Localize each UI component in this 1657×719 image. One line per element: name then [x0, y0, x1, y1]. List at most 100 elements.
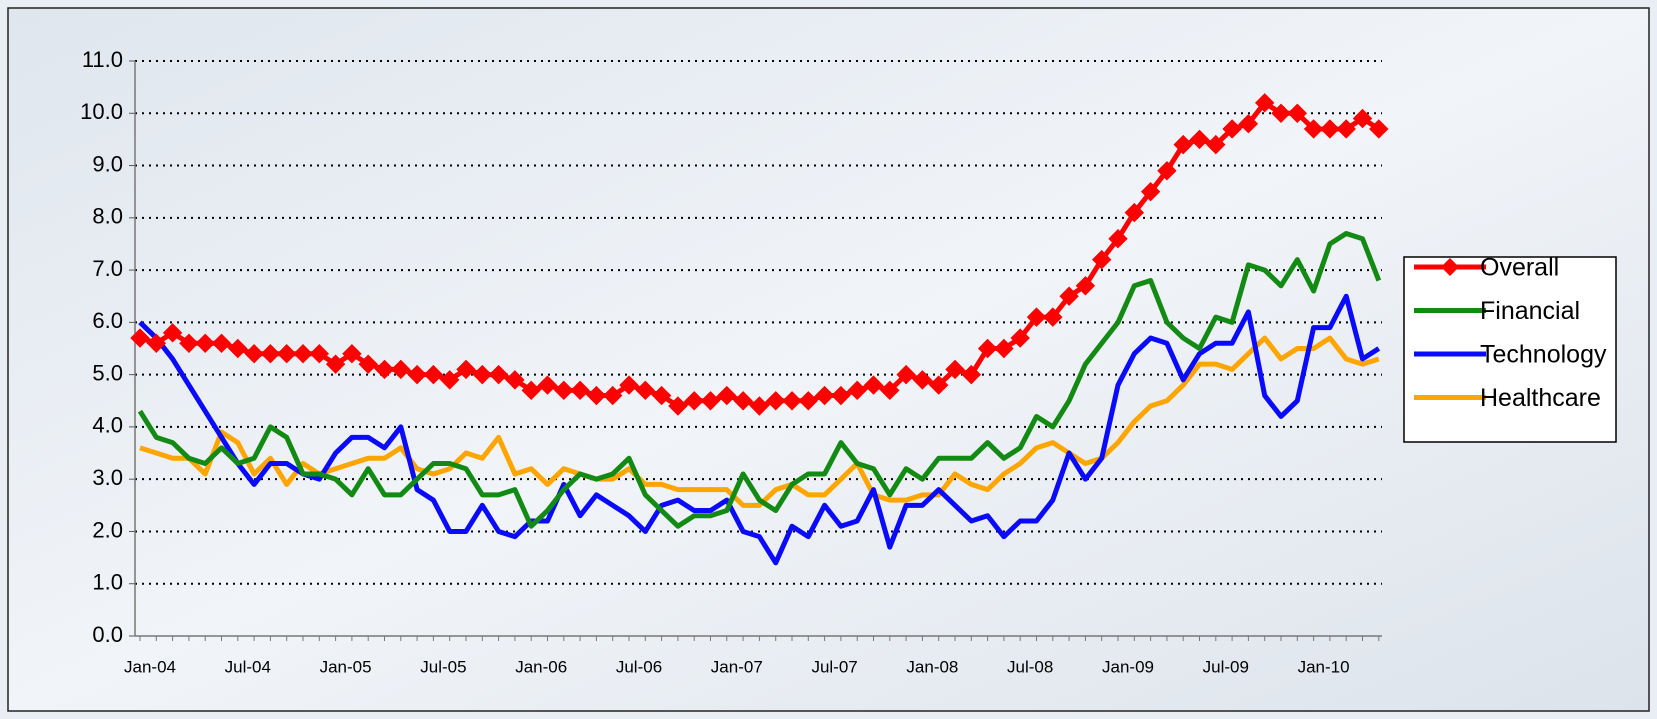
data-point: [847, 380, 867, 401]
data-point: [309, 344, 330, 364]
legend-label: Technology: [1480, 341, 1607, 369]
data-point: [602, 385, 623, 406]
data-point: [554, 380, 574, 401]
data-point: [765, 391, 786, 411]
x-tick-label: Jul-04: [225, 657, 271, 676]
data-point: [1108, 229, 1128, 249]
data-point: [635, 380, 656, 401]
data-point: [358, 354, 378, 374]
y-tick-label: 7.0: [92, 256, 123, 281]
data-point: [439, 370, 460, 390]
data-point: [505, 370, 525, 390]
data-point: [1091, 249, 1112, 270]
series-line: [138, 293, 1381, 566]
plot: [130, 93, 1389, 566]
x-tick-label: Jul-06: [616, 657, 662, 676]
data-point: [733, 391, 753, 411]
data-point: [293, 344, 313, 364]
data-point: [782, 391, 802, 411]
data-point: [1043, 307, 1063, 327]
data-point: [1271, 103, 1291, 123]
data-point: [1059, 286, 1079, 306]
data-point: [1303, 119, 1324, 139]
data-point: [619, 375, 639, 395]
y-tick-label: 0.0: [92, 622, 123, 647]
data-point: [423, 364, 444, 385]
data-point: [1075, 276, 1096, 296]
data-point: [668, 396, 688, 416]
data-point: [651, 385, 672, 406]
data-point: [1238, 114, 1259, 134]
series-line: [139, 335, 1380, 508]
data-point: [1157, 161, 1177, 181]
data-point: [325, 354, 346, 374]
data-point: [1369, 119, 1389, 139]
y-tick-label: 4.0: [92, 413, 123, 438]
data-point: [195, 333, 215, 353]
x-tick-label: Jan-06: [515, 657, 567, 676]
legend-marker: [1441, 258, 1459, 276]
y-tick-label: 1.0: [92, 570, 123, 595]
y-tick-label: 9.0: [92, 151, 123, 176]
series-line: [137, 231, 1382, 529]
data-point: [863, 375, 884, 395]
data-point: [717, 385, 737, 406]
x-tick-label: Jan-09: [1102, 657, 1154, 676]
data-point: [977, 338, 998, 359]
legend: Overall Financial Technology Healthcare: [1414, 254, 1607, 412]
data-point: [994, 338, 1014, 359]
legend-label: Overall: [1480, 254, 1559, 282]
data-point: [130, 328, 150, 348]
legend-label: Financial: [1480, 297, 1580, 325]
data-point: [1010, 328, 1030, 348]
data-point: [1287, 103, 1308, 123]
data-point: [1140, 181, 1161, 202]
data-point: [472, 364, 493, 385]
data-point: [1206, 134, 1226, 155]
data-point: [537, 375, 558, 395]
data-point: [179, 333, 199, 353]
data-point: [211, 333, 232, 353]
data-point: [896, 364, 916, 385]
y-tick-label: 6.0: [92, 308, 123, 333]
data-point: [700, 391, 721, 411]
data-point: [162, 323, 183, 343]
data-point: [798, 391, 819, 411]
data-point: [880, 380, 900, 401]
data-point: [1124, 202, 1145, 223]
data-point: [961, 364, 982, 385]
y-tick-label: 3.0: [92, 465, 123, 490]
data-point: [146, 333, 167, 353]
x-tick-label: Jan-08: [906, 657, 958, 676]
x-tick-label: Jan-07: [711, 657, 763, 676]
data-point: [1352, 108, 1373, 129]
data-point: [244, 344, 264, 364]
x-tick-label: Jul-08: [1007, 657, 1053, 676]
data-point: [1254, 93, 1275, 113]
x-tick-label: Jul-07: [811, 657, 857, 676]
legend-label: Healthcare: [1480, 384, 1601, 412]
data-point: [342, 344, 362, 364]
data-point: [228, 338, 248, 359]
data-point: [684, 391, 704, 411]
data-point: [407, 364, 427, 385]
y-tick-label: 10.0: [80, 99, 123, 124]
data-point: [831, 385, 851, 406]
y-tick-label: 5.0: [92, 360, 123, 385]
x-tick-label: Jan-04: [124, 657, 176, 676]
data-point: [391, 359, 411, 380]
data-point: [1222, 119, 1242, 139]
data-point: [945, 359, 965, 380]
y-tick-label: 2.0: [92, 517, 123, 542]
data-point: [276, 344, 297, 364]
x-tick-label: Jul-09: [1203, 657, 1249, 676]
data-point: [570, 380, 590, 401]
data-point: [456, 359, 476, 380]
data-point: [814, 385, 835, 406]
data-point: [374, 359, 395, 380]
data-point: [1173, 134, 1193, 155]
x-tick-label: Jan-05: [320, 657, 372, 676]
data-point: [488, 364, 509, 385]
legend-box: [1403, 256, 1617, 443]
